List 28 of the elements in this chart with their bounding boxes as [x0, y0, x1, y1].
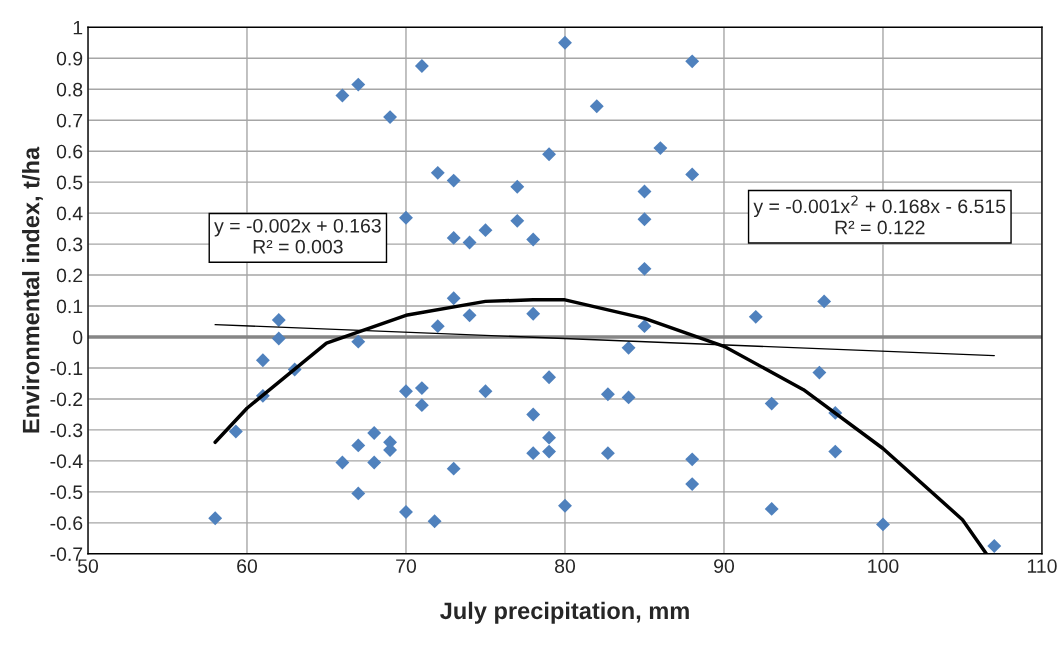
- x-tick-label: 90: [714, 559, 735, 573]
- y-tick-label: 0.6: [56, 144, 83, 159]
- y-tick-label: 0.7: [56, 113, 83, 128]
- annotation: y = -0.001x$^{2}$ + 0.168x - 6.515 R² = 0.122: [753, 195, 1006, 235]
- y-tick-label: -0.5: [50, 485, 83, 500]
- y-tick-label: 0.4: [56, 206, 83, 221]
- x-axis-title: July precipitation, mm: [440, 601, 689, 624]
- y-tick-label: 0.5: [56, 175, 83, 190]
- y-tick-label: 0: [73, 330, 83, 345]
- y-tick-label: -0.1: [50, 361, 83, 376]
- y-tick-label: -0.2: [50, 392, 83, 407]
- y-tick-label: 0.9: [56, 51, 83, 66]
- y-tick-label: 0.1: [56, 299, 83, 314]
- y-tick-label: 0.3: [56, 237, 83, 252]
- y-tick-label: 0.8: [56, 82, 83, 97]
- y-tick-label: 0.2: [56, 268, 83, 283]
- x-tick-label: 60: [237, 559, 258, 573]
- y-tick-label: 1: [73, 20, 83, 35]
- x-tick-label: 110: [1027, 559, 1057, 573]
- y-tick-label: -0.4: [50, 454, 83, 469]
- y-tick-label: -0.6: [50, 516, 83, 531]
- y-axis-title: Environmental index, t/ha: [22, 146, 43, 433]
- y-tick-label: -0.3: [50, 423, 83, 438]
- annotation: y = -0.002x + 0.163 R² = 0.003: [214, 218, 381, 254]
- x-tick-label: 100: [868, 559, 899, 573]
- x-tick-label: 70: [396, 559, 417, 573]
- x-tick-label: 80: [555, 559, 576, 573]
- x-tick-label: 50: [77, 559, 99, 573]
